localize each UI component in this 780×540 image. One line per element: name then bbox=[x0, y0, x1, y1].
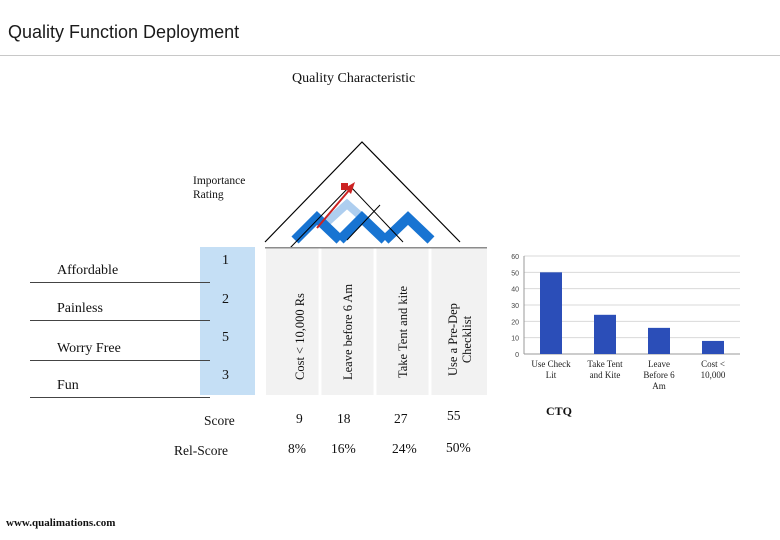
bar bbox=[594, 314, 616, 354]
y-tick-label: 10 bbox=[511, 336, 519, 343]
requirement-worry-free: Worry Free bbox=[57, 341, 121, 356]
x-tick-label: and Kite bbox=[590, 370, 621, 380]
y-tick-label: 0 bbox=[515, 352, 519, 359]
x-tick-label: Take Tent bbox=[587, 359, 623, 369]
rating-painless: 2 bbox=[222, 292, 229, 307]
x-tick-label: Use Check bbox=[531, 359, 571, 369]
importance-label-line2: Rating bbox=[193, 189, 224, 201]
x-tick-label: 10,000 bbox=[701, 370, 726, 380]
y-tick-label: 40 bbox=[511, 287, 519, 294]
characteristic-checklist-line1: Use a Pre-Dep bbox=[446, 303, 460, 376]
rel-score-leave: 16% bbox=[331, 441, 356, 456]
score-leave: 18 bbox=[337, 411, 351, 426]
y-tick-label: 50 bbox=[511, 270, 519, 277]
rating-worry-free: 5 bbox=[222, 330, 229, 345]
hoq-roof bbox=[264, 141, 461, 249]
score-cost: 9 bbox=[296, 411, 303, 426]
requirement-affordable: Affordable bbox=[57, 263, 119, 278]
characteristic-checklist: Use a Pre-Dep Checklist bbox=[446, 303, 474, 376]
column-dividers bbox=[265, 247, 487, 395]
characteristic-leave-before-6: Leave before 6 Am bbox=[341, 284, 355, 380]
importance-rating-column bbox=[200, 247, 255, 395]
characteristic-cost-line1: Cost < 10,000 Rs bbox=[293, 293, 307, 380]
x-tick-label: Cost < bbox=[701, 359, 725, 369]
characteristic-leave-line1: Leave before 6 Am bbox=[341, 283, 355, 380]
importance-label-line1: Importance bbox=[193, 175, 246, 187]
x-tick-label: Lit bbox=[546, 370, 557, 380]
roof-outline bbox=[264, 141, 461, 243]
roof-lines bbox=[289, 185, 404, 249]
score-tent: 27 bbox=[394, 411, 408, 426]
roof-correlation-shapes bbox=[291, 198, 435, 244]
bar bbox=[702, 340, 724, 354]
rating-fun: 3 bbox=[222, 368, 229, 383]
x-tick-label: Leave bbox=[648, 359, 670, 369]
rating-affordable: 1 bbox=[222, 253, 229, 268]
rel-score-checklist: 50% bbox=[446, 440, 471, 455]
bar bbox=[648, 327, 670, 354]
importance-rating-label: Importance Rating bbox=[193, 174, 245, 202]
x-tick-label: Before 6 bbox=[643, 370, 675, 380]
characteristic-take-tent: Take Tent and kite bbox=[396, 286, 410, 378]
y-tick-label: 20 bbox=[511, 319, 519, 326]
y-tick-label: 30 bbox=[511, 303, 519, 310]
characteristic-tent-line1: Take Tent and kite bbox=[396, 285, 410, 378]
characteristic-cost: Cost < 10,000 Rs bbox=[293, 293, 307, 380]
characteristic-checklist-line2: Checklist bbox=[460, 315, 474, 364]
score-checklist: 55 bbox=[447, 408, 461, 423]
x-tick-label: Am bbox=[652, 381, 666, 391]
rel-score-cost: 8% bbox=[288, 441, 306, 456]
rel-score-label: Rel-Score bbox=[174, 443, 228, 458]
footer-url: www.qualimations.com bbox=[6, 517, 116, 529]
page-title: Quality Function Deployment bbox=[8, 22, 240, 42]
bar bbox=[540, 272, 562, 354]
requirement-divider bbox=[30, 282, 210, 283]
requirement-divider bbox=[30, 320, 210, 321]
header-divider bbox=[0, 55, 780, 56]
quality-characteristic-label: Quality Characteristic bbox=[292, 71, 416, 86]
ctq-axis-label: CTQ bbox=[546, 404, 573, 418]
y-tick-label: 60 bbox=[511, 254, 519, 261]
requirement-divider bbox=[30, 360, 210, 361]
requirement-painless: Painless bbox=[57, 301, 103, 316]
roof-arrow-icon bbox=[316, 182, 355, 229]
rel-score-tent: 24% bbox=[392, 441, 417, 456]
score-label: Score bbox=[204, 413, 235, 428]
requirement-divider bbox=[30, 397, 210, 398]
requirement-fun: Fun bbox=[57, 378, 79, 393]
